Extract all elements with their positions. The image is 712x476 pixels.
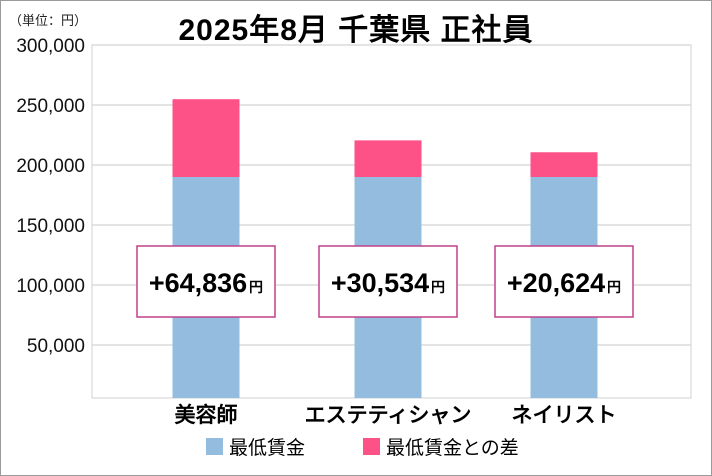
legend-label: 最低賃金との差 bbox=[386, 437, 519, 459]
data-label-box bbox=[318, 245, 458, 318]
y-tick-label: 200,000 bbox=[16, 156, 85, 177]
y-tick-label: 150,000 bbox=[16, 216, 85, 237]
y-tick-label: 300,000 bbox=[16, 36, 85, 57]
data-label-unit: 円 bbox=[607, 279, 621, 295]
category-label: エステティシャン bbox=[305, 404, 472, 427]
data-label-box bbox=[494, 245, 634, 318]
data-label: +30,534 bbox=[331, 268, 429, 298]
data-label: +64,836 bbox=[149, 268, 247, 298]
y-tick-label: 50,000 bbox=[27, 336, 85, 357]
bar-difference bbox=[530, 152, 598, 177]
data-label-unit: 円 bbox=[431, 279, 445, 295]
bar-difference bbox=[172, 99, 240, 177]
y-tick-label: 250,000 bbox=[16, 96, 85, 117]
category-label: ネイリスト bbox=[512, 404, 617, 427]
category-label: 美容師 bbox=[175, 403, 238, 427]
chart-title: 2025年8月 千葉県 正社員 bbox=[178, 14, 534, 47]
data-label-unit: 円 bbox=[249, 279, 263, 295]
bar-difference bbox=[354, 140, 422, 177]
data-label-box bbox=[136, 245, 276, 318]
data-label: +20,624 bbox=[507, 268, 605, 298]
legend-swatch bbox=[206, 438, 223, 455]
y-tick-label: 100,000 bbox=[16, 276, 85, 297]
legend-swatch bbox=[363, 438, 380, 455]
legend-label: 最低賃金 bbox=[229, 437, 305, 459]
unit-label: （単位：円） bbox=[9, 13, 88, 28]
